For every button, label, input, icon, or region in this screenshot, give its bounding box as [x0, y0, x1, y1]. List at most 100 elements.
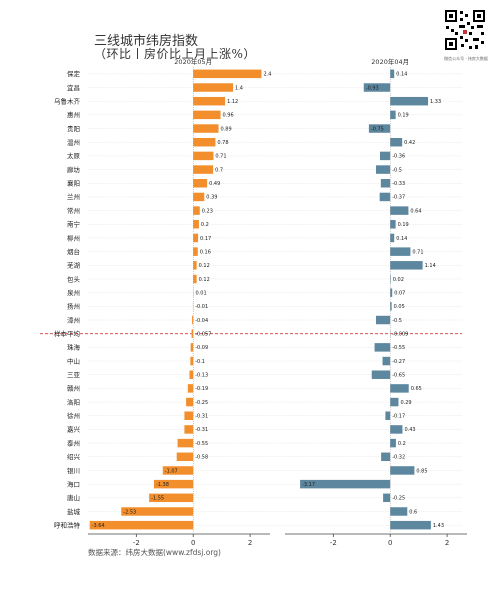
bar: [89, 520, 194, 530]
value-label: 0.78: [217, 140, 228, 146]
bar: [390, 507, 408, 516]
bar: [390, 384, 409, 393]
qr-code-image: [443, 8, 487, 52]
bar: [363, 83, 391, 92]
bar: [153, 479, 194, 489]
value-label: -0.27: [392, 359, 405, 365]
category-label: 嘉兴: [67, 425, 81, 434]
value-label: 0.96: [223, 113, 234, 119]
value-label: -0.09: [195, 345, 208, 351]
bar: [193, 110, 221, 120]
bar: [390, 438, 396, 448]
bar: [390, 96, 429, 106]
value-label: -0.13: [195, 373, 208, 379]
value-label: 0.7: [215, 167, 223, 173]
data-source: 数据来源：纬房大数据(www.zfdsj.org): [88, 548, 221, 557]
bar: [193, 206, 200, 215]
value-label: 0.64: [410, 208, 421, 214]
x-tick-label: 0: [388, 539, 392, 547]
value-label: -3.17: [302, 482, 315, 488]
bar: [390, 206, 409, 215]
category-label: 徐州: [67, 411, 80, 420]
category-label: 常州: [67, 206, 80, 215]
value-label: 0.43: [404, 427, 415, 433]
bar: [162, 466, 194, 475]
value-label: -0.19: [195, 386, 208, 392]
value-label: 0.42: [404, 140, 415, 146]
category-label: 扬州: [67, 302, 80, 311]
bar: [193, 83, 234, 92]
bar: [390, 466, 415, 475]
category-label: 芜湖: [67, 261, 81, 270]
value-label: 0.29: [400, 400, 411, 406]
value-label: 0.17: [200, 236, 211, 242]
value-label: 2.4: [263, 72, 271, 78]
bar: [193, 179, 208, 188]
value-label: 0.12: [199, 263, 210, 269]
value-label: 0.2: [201, 222, 209, 228]
category-label: 唐山: [67, 493, 80, 502]
category-label: 贵阳: [67, 124, 80, 133]
category-label: 泉州: [67, 288, 80, 297]
value-label: -0.5: [392, 318, 402, 324]
value-label: -0.33: [392, 181, 405, 187]
value-label: -0.58: [195, 455, 208, 461]
value-label: -0.93: [366, 85, 379, 91]
bar: [193, 261, 197, 270]
value-label: 0.07: [394, 290, 405, 296]
value-label: 0.16: [200, 249, 211, 255]
category-label: 洛阳: [67, 397, 80, 406]
value-label: 0.19: [398, 113, 409, 119]
category-label: 乌鲁木齐: [54, 96, 81, 105]
value-label: -0.65: [392, 373, 405, 379]
value-label: 0.6: [409, 509, 417, 515]
bar: [193, 233, 199, 243]
value-label: 1.12: [227, 99, 238, 105]
category-label: 珠海: [67, 343, 81, 352]
value-label: 0.39: [206, 195, 217, 201]
bar: [193, 151, 214, 161]
value-label: -0.55: [195, 441, 208, 447]
bar: [193, 274, 197, 284]
value-label: 1.14: [425, 263, 436, 269]
value-label: -1.38: [156, 482, 169, 488]
category-label: 保定: [67, 69, 81, 78]
bar: [368, 124, 391, 133]
value-label: -0.25: [392, 496, 405, 502]
bar: [193, 69, 262, 79]
value-label: 1.33: [430, 99, 441, 105]
value-label: 0.19: [398, 222, 409, 228]
value-label: 0.71: [215, 154, 226, 160]
bar: [149, 493, 194, 503]
value-label: -0.01: [195, 304, 208, 310]
category-label: 银川: [67, 466, 80, 475]
value-label: 0.14: [396, 72, 407, 78]
bar: [300, 479, 391, 489]
category-label: 中山: [67, 356, 80, 365]
x-tick-label: 2: [445, 539, 449, 547]
value-label: -0.009: [392, 331, 408, 337]
category-label: 兰州: [67, 192, 80, 201]
category-label: 烟台: [67, 247, 80, 256]
value-label: 0.65: [411, 386, 422, 392]
value-label: -0.25: [195, 400, 208, 406]
value-label: 1.43: [433, 523, 444, 529]
value-label: -0.36: [392, 154, 405, 160]
bar: [190, 356, 194, 366]
value-label: -3.64: [92, 523, 105, 529]
bar: [184, 425, 194, 434]
bar: [184, 411, 194, 420]
category-label: 海口: [67, 479, 80, 488]
category-label: 柳州: [67, 233, 80, 242]
x-tick-label: 0: [191, 539, 195, 547]
value-label: -0.37: [392, 195, 405, 201]
bar: [193, 247, 198, 256]
category-label: 温州: [67, 138, 80, 147]
category-label: 呼和浩特: [54, 520, 81, 529]
bar: [190, 343, 194, 352]
value-label: 1.4: [235, 85, 243, 91]
panel-title: 2020年04月: [371, 57, 409, 66]
bar: [189, 370, 194, 379]
value-label: -1.55: [151, 496, 164, 502]
